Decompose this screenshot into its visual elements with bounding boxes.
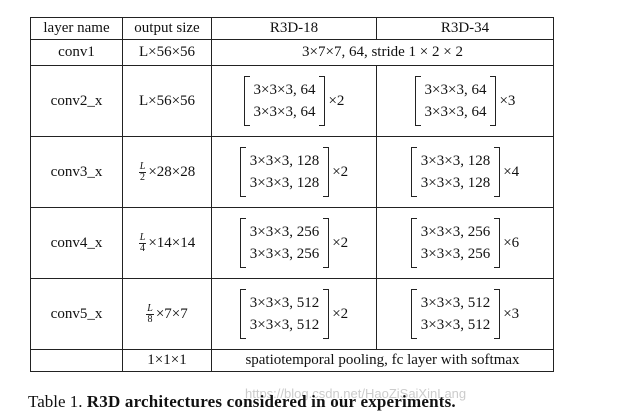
- header-cell: output size: [122, 17, 212, 40]
- block-row: conv4_x L 4 ×14×14 3×3×3, 256 3×3×3, 256 ×2 3×3…: [30, 207, 554, 279]
- block: 3×3×3, 256 3×3×3, 256 ×2: [239, 218, 349, 268]
- layer-cell: [30, 349, 123, 372]
- multiplier: ×4: [503, 163, 520, 180]
- r3d34-cell: 3×3×3, 128 3×3×3, 128 ×4: [376, 136, 554, 208]
- bracket: 3×3×3, 64 3×3×3, 64: [414, 76, 497, 126]
- fraction-den: 2: [140, 171, 146, 183]
- r3d18-cell: 3×3×3, 64 3×3×3, 64 ×2: [211, 65, 377, 137]
- block-line: 3×3×3, 512: [249, 317, 320, 333]
- watermark: https://blog.csdn.net/HaoZiSaiXinLang: [245, 386, 467, 401]
- header-cell: layer name: [30, 17, 123, 40]
- block-line: 3×3×3, 64: [424, 82, 487, 98]
- block-line: 3×3×3, 512: [420, 317, 491, 333]
- r3d34-cell: 3×3×3, 256 3×3×3, 256 ×6: [376, 207, 554, 279]
- block-line: 3×3×3, 512: [420, 295, 491, 311]
- output-cell: 1×1×1: [122, 349, 212, 372]
- layer-cell: conv2_x: [30, 65, 123, 137]
- output-rest: ×14×14: [148, 234, 196, 251]
- multiplier: ×2: [332, 234, 349, 251]
- block-line: 3×3×3, 128: [249, 175, 320, 191]
- fraction-num: L: [138, 160, 147, 173]
- caption: Table 1. R3D architectures considered in…: [28, 392, 456, 412]
- layer-cell: conv1: [30, 39, 123, 66]
- output-rest: ×28×28: [148, 163, 196, 180]
- block-line: 3×3×3, 128: [249, 153, 320, 169]
- span-cell: 3×7×7, 64, stride 1 × 2 × 2: [211, 39, 554, 66]
- bracket: 3×3×3, 128 3×3×3, 128: [410, 147, 501, 197]
- bracket: 3×3×3, 64 3×3×3, 64: [243, 76, 326, 126]
- multiplier: ×2: [328, 92, 345, 109]
- caption-label: Table 1.: [28, 392, 83, 411]
- block: 3×3×3, 128 3×3×3, 128 ×4: [410, 147, 520, 197]
- block-line: 3×3×3, 64: [253, 82, 316, 98]
- r3d18-cell: 3×3×3, 256 3×3×3, 256 ×2: [211, 207, 377, 279]
- multiplier: ×3: [503, 305, 520, 322]
- fraction-den: 4: [140, 242, 146, 254]
- last-row: 1×1×1 spatiotemporal pooling, fc layer wi…: [30, 349, 554, 372]
- bracket: 3×3×3, 512 3×3×3, 512: [410, 289, 501, 339]
- r3d18-cell: 3×3×3, 512 3×3×3, 512 ×2: [211, 278, 377, 350]
- header-row: layer name output size R3D-18 R3D-34: [30, 17, 554, 40]
- block-row: conv3_x L 2 ×28×28 3×3×3, 128 3×3×3, 128 ×2 3×3…: [30, 136, 554, 208]
- output-cell: L 2 ×28×28: [122, 136, 212, 208]
- fraction-num: L: [146, 302, 154, 315]
- layer-cell: conv4_x: [30, 207, 123, 279]
- block-line: 3×3×3, 128: [420, 175, 491, 191]
- block-line: 3×3×3, 256: [249, 246, 320, 262]
- fraction-num: L: [138, 231, 147, 244]
- block: 3×3×3, 512 3×3×3, 512 ×2: [239, 289, 349, 339]
- caption-text: R3D architectures considered in our expe…: [86, 392, 456, 411]
- layer-cell: conv3_x: [30, 136, 123, 208]
- block-line: 3×3×3, 128: [420, 153, 491, 169]
- output-cell: L×56×56: [122, 65, 212, 137]
- bracket: 3×3×3, 256 3×3×3, 256: [239, 218, 330, 268]
- block-row: conv2_x L×56×56 3×3×3, 64 3×3×3, 64 ×2 3×3×3,…: [30, 65, 554, 137]
- output-text: L×56×56: [138, 92, 196, 109]
- block-line: 3×3×3, 64: [424, 104, 487, 120]
- multiplier: ×6: [503, 234, 520, 251]
- block: 3×3×3, 512 3×3×3, 512 ×3: [410, 289, 520, 339]
- multiplier: ×2: [332, 163, 349, 180]
- multiplier: ×2: [332, 305, 349, 322]
- multiplier: ×3: [499, 92, 516, 109]
- header-cell: R3D-34: [376, 17, 554, 40]
- output-cell: L 8 ×7×7: [122, 278, 212, 350]
- output-cell: L×56×56: [122, 39, 212, 66]
- block: 3×3×3, 128 3×3×3, 128 ×2: [239, 147, 349, 197]
- layer-cell: conv5_x: [30, 278, 123, 350]
- block-line: 3×3×3, 256: [420, 224, 491, 240]
- conv1-row: conv1 L×56×56 3×7×7, 64, stride 1 × 2 × …: [30, 39, 554, 66]
- block-line: 3×3×3, 512: [249, 295, 320, 311]
- r3d34-cell: 3×3×3, 64 3×3×3, 64 ×3: [376, 65, 554, 137]
- block-line: 3×3×3, 256: [249, 224, 320, 240]
- block: 3×3×3, 64 3×3×3, 64 ×2: [243, 76, 345, 126]
- span-cell: spatiotemporal pooling, fc layer with so…: [211, 349, 554, 372]
- fraction-den: 8: [147, 313, 153, 325]
- block-line: 3×3×3, 256: [420, 246, 491, 262]
- block-line: 3×3×3, 64: [253, 104, 316, 120]
- block: 3×3×3, 64 3×3×3, 64 ×3: [414, 76, 516, 126]
- r3d18-cell: 3×3×3, 128 3×3×3, 128 ×2: [211, 136, 377, 208]
- output-rest: ×7×7: [155, 305, 188, 322]
- table-body: layer name output size R3D-18 R3D-34 con…: [30, 17, 554, 372]
- architecture-table: layer name output size R3D-18 R3D-34 con…: [30, 17, 554, 372]
- bracket: 3×3×3, 256 3×3×3, 256: [410, 218, 501, 268]
- bracket: 3×3×3, 512 3×3×3, 512: [239, 289, 330, 339]
- header-cell: R3D-18: [211, 17, 377, 40]
- block: 3×3×3, 256 3×3×3, 256 ×6: [410, 218, 520, 268]
- block-row: conv5_x L 8 ×7×7 3×3×3, 512 3×3×3, 512 ×2 3×3×3…: [30, 278, 554, 350]
- bracket: 3×3×3, 128 3×3×3, 128: [239, 147, 330, 197]
- output-cell: L 4 ×14×14: [122, 207, 212, 279]
- r3d34-cell: 3×3×3, 512 3×3×3, 512 ×3: [376, 278, 554, 350]
